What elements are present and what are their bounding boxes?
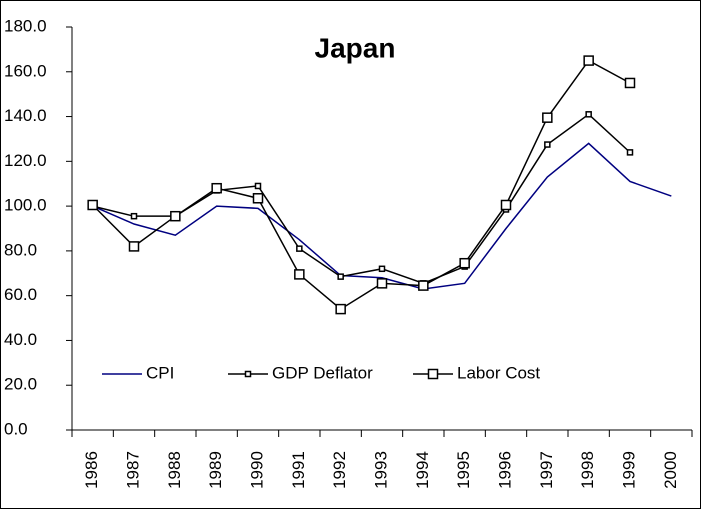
legend-marker [244,370,252,378]
x-tick-label: 1990 [247,451,266,489]
y-tick-label: 100.0 [4,196,47,215]
marker [376,278,388,289]
marker [128,241,140,252]
marker [130,212,138,220]
marker [294,269,305,280]
chart-title: Japan [315,32,396,63]
x-tick-label: 1989 [206,451,225,489]
legend-label: Labor Cost [457,363,540,382]
marker [626,149,634,156]
x-tick-label: 1997 [537,451,556,489]
x-tick-label: 1987 [123,451,142,489]
marker [544,141,551,148]
x-tick-label: 1996 [495,451,514,489]
y-tick-label: 80.0 [4,240,37,259]
marker [500,199,512,211]
x-tick-label: 1986 [82,451,101,489]
line [92,59,631,311]
y-tick-label: 20.0 [4,375,37,394]
x-tick-label: 1993 [371,451,390,489]
marker [296,245,303,252]
series [92,142,672,290]
legend-label: CPI [146,363,174,382]
marker [542,112,553,123]
x-tick-label: 1994 [413,451,432,489]
x-tick-label: 1995 [454,451,473,489]
marker [211,182,222,194]
marker [624,77,636,89]
marker [585,111,592,118]
line [92,142,672,290]
marker [252,193,264,204]
x-tick-label: 1999 [619,451,638,489]
marker [254,182,262,190]
y-tick-label: 40.0 [4,330,37,349]
y-tick-label: 60.0 [4,285,37,304]
x-tick-label: 1992 [330,451,349,489]
marker [170,210,181,222]
x-tick-label: 1998 [578,451,597,489]
marker [337,273,344,280]
series [89,111,634,287]
y-tick-label: 120.0 [4,151,47,170]
marker [583,55,594,66]
y-tick-label: 0.0 [4,419,28,438]
x-tick-label: 1991 [289,451,308,489]
marker [459,257,470,269]
legend-marker [427,368,439,380]
y-tick-label: 180.0 [4,16,47,35]
line [92,113,631,285]
y-tick-label: 140.0 [4,106,47,125]
x-tick-label: 1988 [165,451,184,489]
y-tick-label: 160.0 [4,61,47,80]
marker [418,280,429,291]
marker [335,303,346,315]
x-tick-label: 2000 [661,451,680,489]
marker [378,265,386,273]
series [87,55,636,315]
legend-label: GDP Deflator [272,363,373,382]
marker [87,199,98,211]
